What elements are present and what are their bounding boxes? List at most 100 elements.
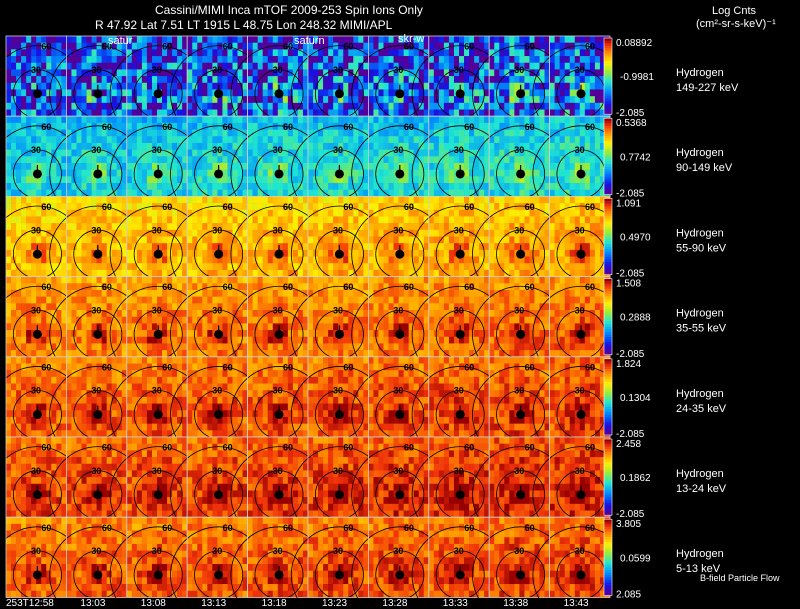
pixel: [524, 142, 530, 150]
pixel: [464, 36, 470, 43]
pixel: [328, 223, 334, 231]
pixel: [121, 62, 128, 70]
pixel: [479, 122, 485, 130]
pixel: [121, 36, 128, 43]
pixel: [56, 316, 62, 324]
pixel: [363, 129, 369, 137]
pixel: [36, 183, 42, 191]
pixel: [398, 96, 404, 104]
pixel: [559, 236, 565, 244]
pixel: [594, 62, 601, 70]
pixel: [157, 276, 163, 284]
pixel: [61, 223, 67, 231]
pixel: [328, 102, 334, 110]
pixel: [418, 209, 425, 217]
pixel: [378, 36, 384, 43]
pixel: [31, 183, 37, 191]
pixel: [151, 303, 158, 311]
pixel: [56, 196, 62, 204]
pixel: [157, 196, 163, 204]
pixel: [539, 69, 545, 77]
pixel: [141, 310, 148, 317]
pixel: [126, 109, 133, 117]
pixel: [423, 183, 430, 191]
pixel: [313, 196, 319, 204]
pixel: [151, 209, 158, 217]
pixel: [71, 42, 77, 50]
pixel: [494, 36, 500, 43]
pixel: [197, 162, 203, 170]
planet-marker: [576, 169, 586, 179]
pixel: [131, 162, 138, 170]
pixel: [534, 263, 540, 271]
pixel: [428, 243, 435, 251]
pixel: [408, 129, 414, 137]
pixel: [549, 229, 555, 237]
pixel: [539, 229, 545, 237]
pixel: [328, 176, 334, 184]
pixel: [36, 42, 42, 50]
pixel: [51, 49, 57, 57]
pixel: [257, 129, 263, 137]
pixel: [599, 129, 606, 137]
pixel: [61, 129, 67, 137]
pixel: [353, 256, 359, 264]
pixel: [338, 36, 344, 43]
pixel: [51, 276, 57, 284]
pixel: [559, 243, 565, 251]
pixel: [111, 330, 118, 338]
pixel: [363, 229, 369, 237]
pixel: [217, 189, 223, 197]
pixel: [313, 203, 319, 211]
pixel: [11, 122, 17, 130]
pixel: [151, 276, 158, 284]
pixel: [287, 196, 294, 204]
pixel: [569, 89, 576, 97]
pixel: [302, 203, 309, 211]
pixel: [418, 129, 425, 137]
pixel: [594, 229, 601, 237]
pixel: [262, 136, 269, 144]
pixel: [177, 203, 183, 211]
pixel: [378, 223, 384, 231]
pixel: [459, 183, 465, 191]
pixel: [157, 102, 163, 110]
pixel: [584, 236, 591, 244]
pixel: [157, 96, 163, 104]
pixel: [121, 116, 128, 124]
pixel: [594, 76, 601, 84]
pixel: [172, 249, 178, 257]
pixel: [534, 216, 540, 224]
pixel: [569, 116, 576, 124]
pixel: [36, 102, 42, 110]
pixel: [227, 216, 233, 224]
pixel: [177, 243, 183, 251]
pixel: [197, 196, 203, 204]
pixel: [237, 256, 243, 264]
pixel: [368, 36, 374, 43]
pixel: [302, 156, 309, 164]
pixel: [529, 156, 535, 164]
pixel: [373, 229, 379, 237]
pixel: [111, 42, 118, 50]
pixel: [162, 236, 168, 244]
pixel: [302, 82, 309, 90]
pixel: [51, 122, 57, 130]
pixel: [162, 82, 168, 90]
pixel: [76, 229, 82, 237]
pixel: [479, 156, 485, 164]
pixel: [494, 229, 500, 237]
planet-marker: [395, 169, 405, 179]
pixel: [136, 323, 143, 331]
pixel: [31, 156, 37, 164]
pixel: [56, 156, 62, 164]
pixel: [403, 116, 409, 124]
pixel: [297, 269, 304, 277]
pixel: [514, 176, 520, 184]
pixel: [121, 142, 128, 150]
pixel: [509, 263, 515, 271]
pixel: [66, 42, 72, 50]
pixel: [227, 76, 233, 84]
pixel: [524, 256, 530, 264]
pixel: [41, 76, 47, 84]
